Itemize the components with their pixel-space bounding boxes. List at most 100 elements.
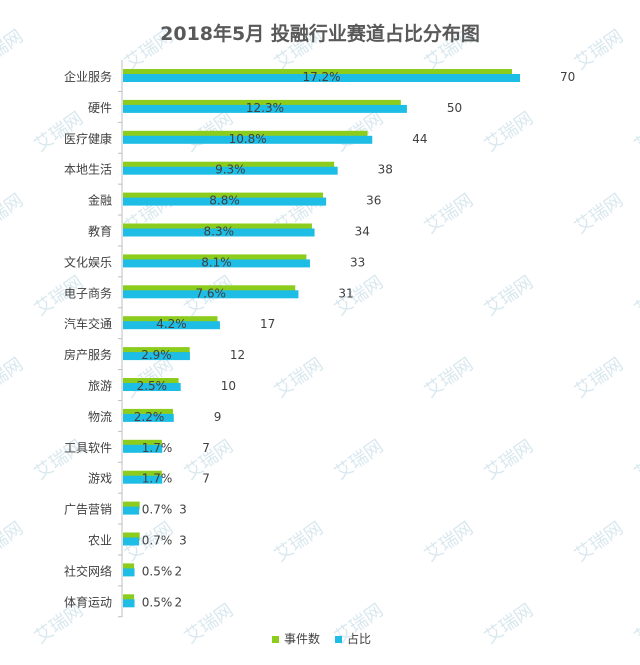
bar-percent: [123, 290, 299, 299]
bar-percent: [123, 352, 190, 361]
bar-percent: [123, 135, 373, 144]
bar-count: [123, 130, 368, 139]
bar-percent: [123, 166, 338, 175]
category-label: 物流: [88, 410, 112, 424]
bar-percent: [123, 321, 220, 330]
percent-label: 9.3%: [215, 163, 246, 177]
bar-percent: [123, 228, 315, 237]
category-label: 医疗健康: [64, 131, 112, 146]
watermark: 艾瑞网: [631, 272, 640, 320]
category-label: 汽车交通: [64, 316, 112, 331]
bar-percent: [123, 383, 181, 391]
bar-count: [123, 99, 401, 108]
percent-label: 2.9%: [141, 348, 172, 362]
bar-count: [123, 223, 312, 232]
count-label: 70: [560, 70, 575, 84]
watermark: 艾瑞网: [481, 272, 537, 320]
count-label: 7: [202, 441, 210, 455]
count-label: 33: [350, 255, 365, 269]
watermark: 艾瑞网: [0, 518, 27, 566]
percent-label: 2.5%: [137, 379, 168, 393]
count-label: 3: [179, 503, 187, 517]
watermark: 艾瑞网: [421, 518, 477, 566]
percent-label: 17.2%: [302, 70, 340, 84]
watermark: 艾瑞网: [571, 190, 627, 238]
watermark: 艾瑞网: [571, 518, 627, 566]
bar-percent: [123, 74, 520, 82]
watermark: 艾瑞网: [271, 354, 327, 402]
bar-count: [123, 594, 135, 603]
legend: 事件数 占比: [272, 631, 371, 646]
watermark: 艾瑞网: [631, 600, 640, 648]
watermark: 艾瑞网: [421, 190, 477, 238]
category-label: 社交网络: [64, 563, 112, 578]
bar-percent: [123, 104, 407, 113]
bar-count: [123, 161, 335, 170]
watermark: 艾瑞网: [631, 108, 640, 156]
bar-count: [123, 563, 135, 572]
bar-count: [123, 285, 296, 294]
count-label: 36: [366, 194, 381, 208]
count-label: 2: [175, 595, 183, 609]
bar-percent: [123, 197, 327, 206]
category-label: 工具软件: [64, 441, 112, 455]
category-label: 企业服务: [64, 69, 112, 84]
legend-swatch-count: [272, 636, 279, 643]
bar-count: [123, 347, 190, 356]
percent-label: 1.7%: [142, 472, 173, 486]
bar-count: [123, 501, 140, 510]
bar-percent: [123, 506, 140, 515]
watermark: 艾瑞网: [0, 26, 27, 74]
count-label: 3: [179, 534, 187, 548]
category-label: 金融: [88, 193, 112, 208]
category-label: 广告营销: [64, 503, 112, 517]
percent-label: 10.8%: [229, 132, 267, 146]
percent-label: 2.2%: [134, 410, 165, 424]
percent-label: 8.1%: [201, 255, 232, 269]
category-label: 文化娱乐: [64, 254, 112, 269]
watermark: 艾瑞网: [571, 26, 627, 74]
watermark: 艾瑞网: [181, 600, 237, 648]
percent-label: 1.7%: [142, 441, 173, 455]
watermark: 艾瑞网: [481, 600, 537, 648]
count-label: 10: [221, 379, 236, 393]
count-label: 38: [378, 163, 393, 177]
count-label: 44: [412, 132, 427, 146]
bar-count: [123, 532, 140, 541]
category-label: 电子商务: [64, 285, 112, 300]
count-label: 9: [214, 410, 222, 424]
count-label: 7: [202, 472, 210, 486]
bar-count: [123, 378, 179, 386]
category-labels: 企业服务硬件医疗健康本地生活金融教育文化娱乐电子商务汽车交通房产服务旅游物流工具…: [64, 69, 122, 618]
category-label: 体育运动: [64, 594, 112, 609]
bar-count: [123, 408, 174, 417]
watermark: 艾瑞网: [631, 436, 640, 484]
percent-label: 7.6%: [195, 286, 226, 300]
percent-label: 8.8%: [209, 194, 240, 208]
count-label: 50: [447, 101, 462, 115]
category-label: 游戏: [88, 472, 112, 486]
watermark: 艾瑞网: [481, 436, 537, 484]
bar-count: [123, 470, 162, 479]
count-label: 12: [230, 348, 245, 362]
bar-percent: [123, 444, 163, 453]
bar-count: [123, 69, 512, 77]
percent-label: 0.5%: [142, 564, 173, 578]
legend-swatch-percent: [335, 636, 342, 643]
bar-percent: [123, 475, 163, 484]
percent-label: 12.3%: [246, 101, 284, 115]
percent-label: 0.5%: [142, 595, 173, 609]
watermark: 艾瑞网: [0, 190, 27, 238]
category-label: 教育: [88, 224, 112, 239]
watermark: 艾瑞网: [571, 354, 627, 402]
legend-label-count: 事件数: [284, 631, 320, 646]
bar-percent: [123, 599, 135, 608]
bar-count: [123, 316, 218, 325]
bars: 17.2% 70 12.3% 50 10.8% 44 9.3% 38 8.8% 36 8.3% 34 8…: [123, 69, 575, 609]
percent-label: 8.3%: [204, 225, 235, 239]
bar-count: [123, 439, 162, 448]
bar-percent: [123, 259, 310, 268]
